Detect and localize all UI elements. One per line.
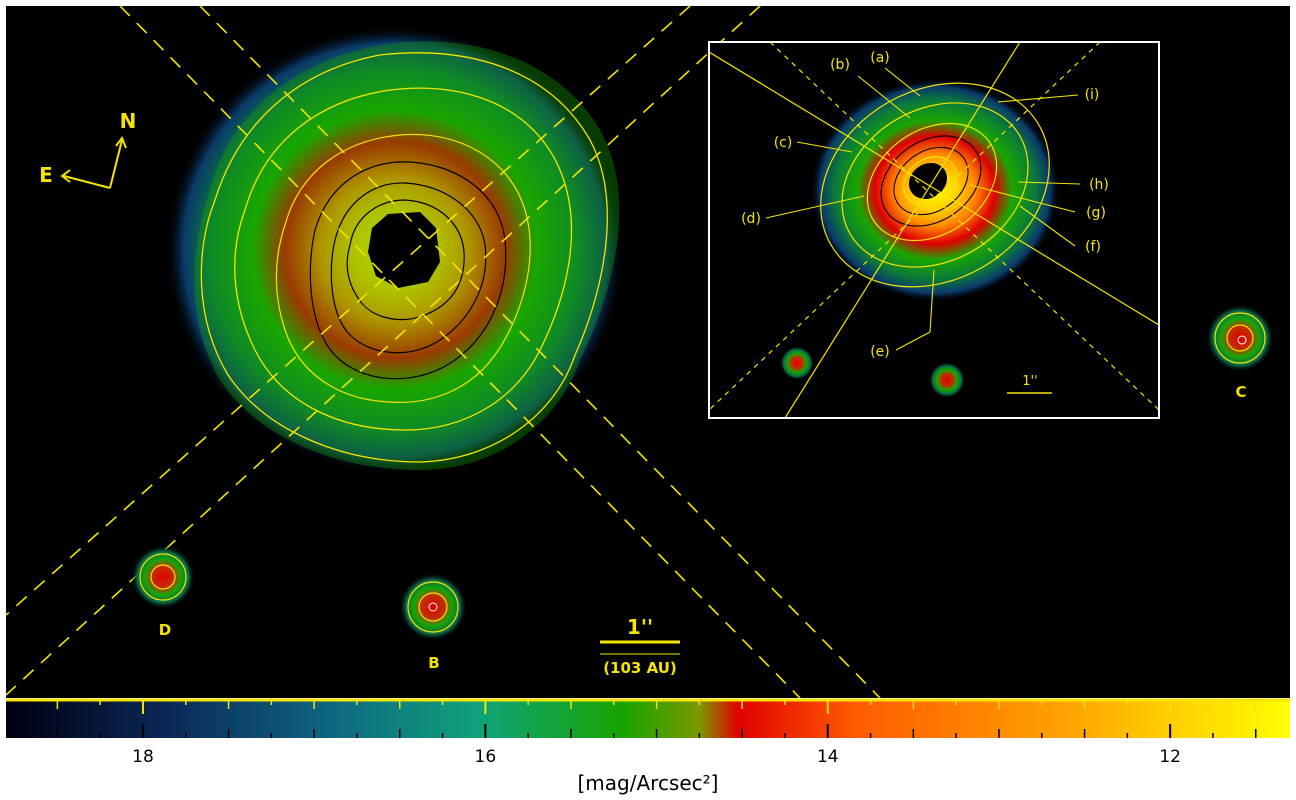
scale-bar-sublabel: (103 AU) xyxy=(603,659,677,677)
feature-label-c: (c) xyxy=(774,135,793,151)
source-label-c: C xyxy=(1235,383,1246,401)
compass: N E xyxy=(39,109,137,189)
contour-mid xyxy=(234,87,573,431)
compass-north-label: N xyxy=(120,109,137,133)
source-label-b: B xyxy=(428,654,439,672)
feature-label-f: (f) xyxy=(1085,239,1101,255)
colorbar-tick-label-18: 18 xyxy=(132,747,154,767)
contour-black-1 xyxy=(309,161,507,380)
colorbar-ticks xyxy=(56,700,1257,738)
colorbar-tick-label-16: 16 xyxy=(475,747,497,767)
source-b xyxy=(399,573,467,641)
contour-black-3 xyxy=(346,199,465,321)
source-label-d: D xyxy=(159,621,171,639)
contour-outer xyxy=(200,52,608,463)
source-d xyxy=(131,545,195,609)
colorbar-gradient xyxy=(6,700,1290,738)
feature-label-h: (h) xyxy=(1089,177,1109,193)
colorbar-tick-label-14: 14 xyxy=(817,747,839,767)
masked-core xyxy=(368,212,440,288)
feature-label-g: (g) xyxy=(1086,205,1106,221)
scale-bar: 1'' (103 AU) xyxy=(600,615,680,677)
feature-label-b: (b) xyxy=(830,57,850,73)
contour-black-2 xyxy=(330,182,487,354)
colorbar-unit-label: [mag/Arcsec²] xyxy=(578,771,719,795)
inset-panel: (a) (b) (c) (d) (e) (f) (g) (h) (i) 1'' xyxy=(708,41,1160,419)
colorbar: 18 16 14 12 [mag/Arcsec²] xyxy=(6,698,1290,795)
feature-label-i: (i) xyxy=(1085,87,1100,103)
source-c xyxy=(1206,304,1274,372)
compass-east-label: E xyxy=(39,163,53,187)
colorbar-tick-labels: 18 16 14 12 xyxy=(132,747,1181,767)
colorbar-tick-label-12: 12 xyxy=(1159,747,1181,767)
contour-inner xyxy=(275,133,531,403)
scale-bar-label: 1'' xyxy=(627,615,653,639)
feature-label-d: (d) xyxy=(741,211,761,227)
feature-label-e: (e) xyxy=(870,344,890,360)
inset-scale-label: 1'' xyxy=(1022,374,1037,389)
feature-label-a: (a) xyxy=(870,50,890,66)
